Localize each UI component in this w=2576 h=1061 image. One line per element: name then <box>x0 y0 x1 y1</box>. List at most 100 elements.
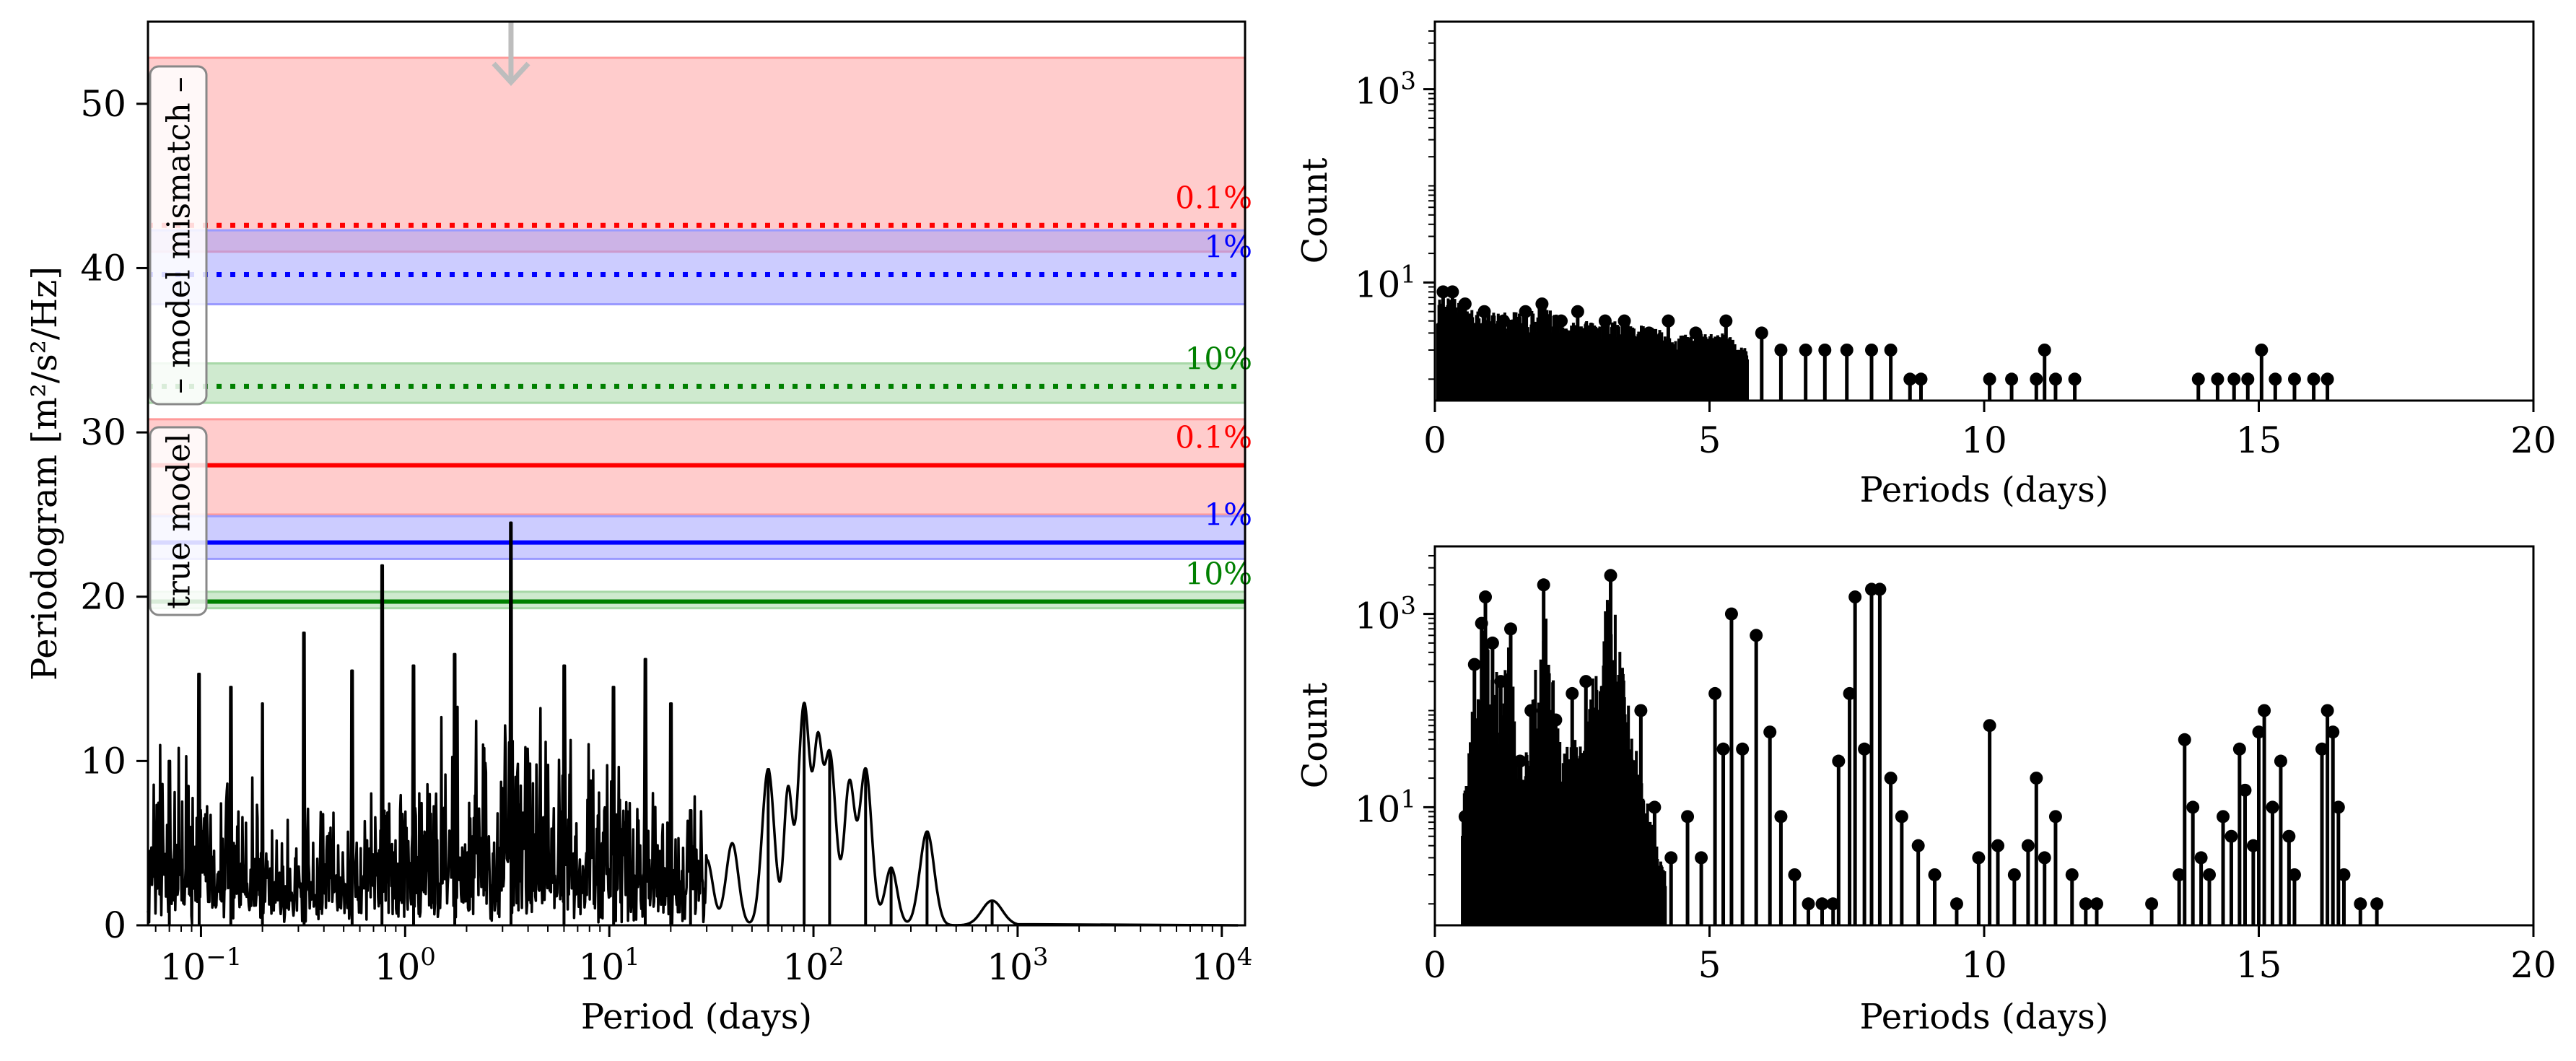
histogram-marker-21 <box>1884 343 1898 357</box>
histogram-marker-76 <box>2354 897 2367 911</box>
histogram-marker-55 <box>2173 868 2186 881</box>
threshold-band-mismatch-1pct <box>147 229 1246 306</box>
histogram-marker-52 <box>2079 897 2092 911</box>
histogram-marker-8 <box>1571 305 1584 318</box>
y-tick-label-exp: 3 <box>1400 592 1416 621</box>
histogram-marker-37 <box>2307 372 2320 386</box>
histogram-marker-66 <box>2258 704 2271 717</box>
histogram-marker-36 <box>2287 372 2301 386</box>
threshold-band-mismatch-10pct <box>147 362 1246 404</box>
histogram-marker-3 <box>1477 305 1491 318</box>
histogram-marker-14 <box>1719 314 1733 328</box>
y-axis-label: Count <box>1295 158 1335 264</box>
y-axis-ticks: 0 10 20 30 40 50 <box>80 83 148 946</box>
histogram-marker-50 <box>2048 810 2062 824</box>
histogram-marker-21 <box>1708 686 1722 700</box>
histogram-marker-70 <box>2287 868 2301 881</box>
x-tick-label: 0 <box>1423 944 1446 986</box>
histogram-marker-75 <box>2337 868 2351 881</box>
x-tick-label-exp: 3 <box>1033 943 1049 972</box>
histogram-marker-47 <box>2021 839 2035 852</box>
x-axis-label: Periods (days) <box>1860 997 2109 1037</box>
histogram-marker-44 <box>1983 719 1996 733</box>
histogram-bottom-stems <box>1458 569 2384 925</box>
y-tick-label-base: 10 <box>1355 595 1401 637</box>
histogram-marker-32 <box>1832 754 1846 768</box>
periodogram-curve <box>147 521 1239 927</box>
y-axis-label: Count <box>1295 683 1335 789</box>
histogram-marker-61 <box>2224 829 2238 843</box>
threshold-label-mismatch-0p1pct: 0.1% <box>1175 180 1252 215</box>
histogram-marker-1 <box>1446 285 1459 299</box>
histogram-marker-31 <box>2211 372 2224 386</box>
histogram-marker-63 <box>2238 783 2252 797</box>
histogram-marker-28 <box>1788 868 1802 881</box>
threshold-label-true-model-10pct: 10% <box>1185 556 1252 592</box>
histogram-marker-37 <box>1873 582 1887 596</box>
histogram-marker-24 <box>1983 372 1996 386</box>
threshold-label-true-model-0p1pct: 0.1% <box>1175 420 1252 455</box>
histogram-marker-27 <box>2038 343 2051 357</box>
histogram-marker-17 <box>1799 343 1812 357</box>
histogram-marker-19 <box>1681 810 1695 824</box>
histogram-marker-26 <box>1763 725 1777 739</box>
x-tick-label-exp: 4 <box>1237 943 1253 972</box>
histogram-marker-23 <box>1914 372 1928 386</box>
x-axis-label: Periods (days) <box>1860 470 2109 510</box>
y-tick-label-exp: 1 <box>1400 260 1416 289</box>
threshold-lines <box>148 222 1245 604</box>
histogram-marker-73 <box>2326 725 2340 739</box>
x-tick-label: 103 <box>987 943 1048 988</box>
histogram-marker-51 <box>2065 868 2079 881</box>
histogram-marker-72 <box>2320 704 2334 717</box>
threshold-band-mismatch-0p1pct <box>147 56 1246 253</box>
histogram-marker-12 <box>1579 675 1593 689</box>
histogram-marker-20 <box>1695 851 1708 865</box>
histogram-marker-16 <box>1774 343 1788 357</box>
y-tick-label-base: 10 <box>1355 71 1401 113</box>
histogram-marker-65 <box>2252 725 2266 739</box>
histogram-marker-56 <box>2178 733 2191 746</box>
histogram-marker-42 <box>1950 897 1963 911</box>
histogram-marker-18 <box>1664 851 1678 865</box>
histogram-marker-33 <box>2241 372 2255 386</box>
histogram-marker-46 <box>2007 868 2021 881</box>
histogram-marker-38 <box>1884 772 1898 785</box>
model-mismatch-label: – model mismatch – <box>161 77 198 393</box>
histogram-marker-57 <box>2186 800 2200 814</box>
y-tick-label: 50 <box>80 83 126 125</box>
histogram-marker-22 <box>1903 372 1917 386</box>
x-tick-label: 10−1 <box>160 943 243 988</box>
histogram-marker-4 <box>1485 636 1499 650</box>
y-tick-label: 40 <box>80 247 126 289</box>
x-axis-ticks: 10−1 100 101 102 103 104 <box>154 925 1253 988</box>
y-tick-label: 20 <box>80 576 126 618</box>
y-axis-label: Periodogram [m²/s²/Hz] <box>25 266 65 681</box>
y-tick-label: 103 <box>1355 592 1416 637</box>
histogram-marker-8 <box>1524 704 1538 717</box>
histogram-marker-11 <box>1642 326 1656 340</box>
histogram-marker-71 <box>2315 742 2329 756</box>
x-tick-label-exp: 1 <box>624 943 640 972</box>
histogram-marker-60 <box>2217 810 2230 824</box>
x-tick-label: 15 <box>2236 944 2282 986</box>
histogram-marker-35 <box>1858 742 1872 756</box>
histogram-marker-54 <box>2145 897 2159 911</box>
y-tick-label-exp: 1 <box>1400 785 1416 813</box>
x-tick-label-exp: 0 <box>420 943 436 972</box>
true-model-label: true model <box>161 433 198 609</box>
histogram-marker-34 <box>1848 590 1862 604</box>
histogram-marker-0 <box>1458 810 1472 824</box>
y-tick-label: 30 <box>80 411 126 453</box>
y-tick-label-base: 10 <box>1355 788 1401 830</box>
histogram-marker-10 <box>1617 314 1631 328</box>
periodogram-axes-frame <box>147 20 1246 927</box>
arrow-head <box>492 61 531 87</box>
histogram-marker-30 <box>1815 897 1829 911</box>
histogram-marker-69 <box>2282 829 2296 843</box>
histogram-marker-7 <box>1513 754 1527 768</box>
histogram-marker-11 <box>1566 686 1579 700</box>
histogram-marker-2 <box>1458 297 1472 311</box>
